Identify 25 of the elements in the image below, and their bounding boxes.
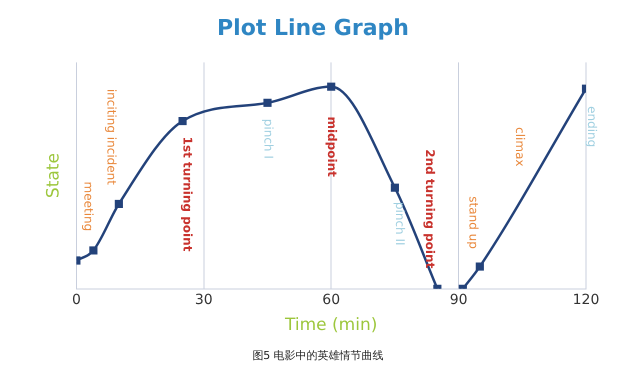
y-axis-title: State [44,153,64,198]
x-tick-label: 0 [72,292,81,308]
x-tick-label: 120 [572,292,600,308]
x-tick-label: 60 [322,292,340,308]
annotation: 2nd turning point [423,149,438,269]
annotation: ending [584,106,599,148]
point [89,246,98,254]
point [178,116,187,126]
annotation: inciting incident [104,88,119,186]
annotation: 1st turning point [180,136,194,252]
x-tick-label: 90 [450,292,468,308]
point [327,82,336,91]
chart-title: Plot Line Graph [217,16,409,41]
x-axis-title: Time (min) [284,315,378,336]
caption: 图5 电影中的英雄情节曲线 [251,348,385,363]
point [263,98,272,107]
annotation: pinch I [261,118,276,159]
point [114,200,123,208]
annotation: midpoint [325,116,340,178]
annotation: meeting [81,182,96,232]
point [390,184,399,192]
annotation: climax [513,127,528,167]
annotation: stand up [466,196,481,249]
x-tick-label: 30 [194,292,213,308]
annotation: pinch II [392,202,407,246]
